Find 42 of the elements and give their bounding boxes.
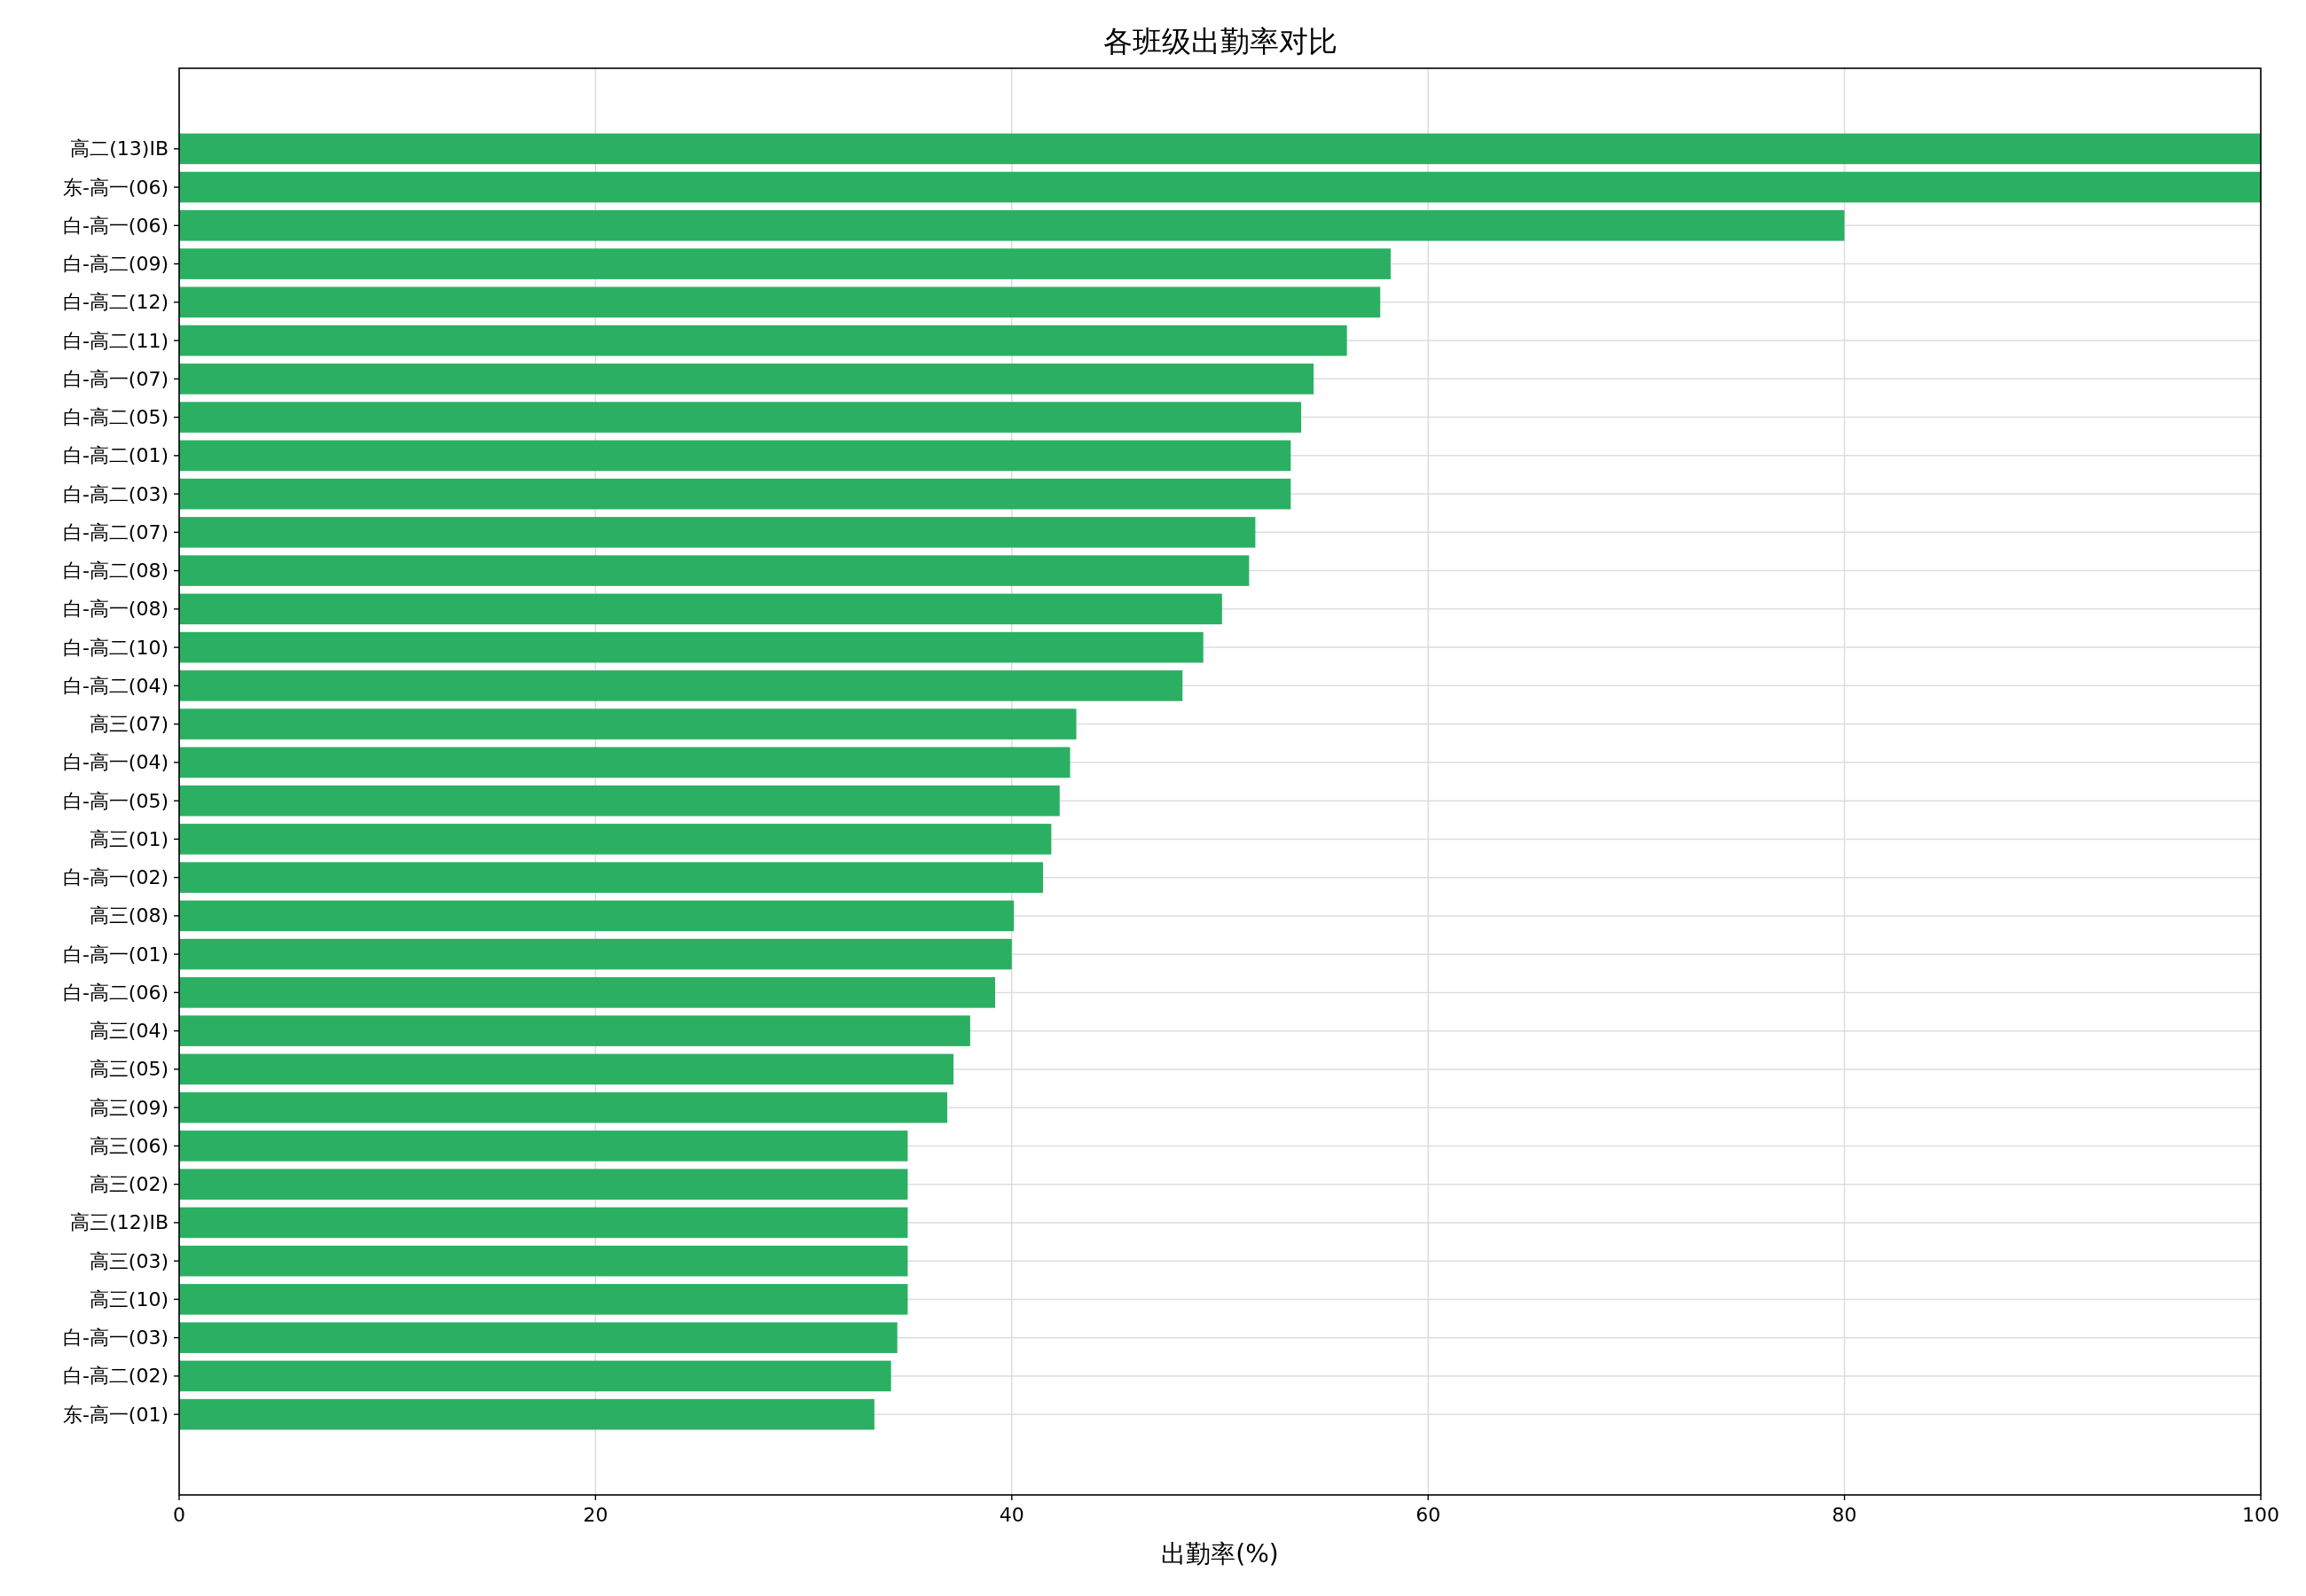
y-tick-label: 白-高二(07) <box>62 520 169 544</box>
y-tick-label: 白-高一(08) <box>62 598 169 621</box>
y-tick-label: 高三(05) <box>89 1058 169 1081</box>
x-tick-label: 60 <box>1416 1504 1441 1526</box>
y-tick-label: 白-高二(06) <box>62 981 169 1004</box>
y-tick-label: 高三(03) <box>89 1249 169 1272</box>
y-tick-label: 白-高二(02) <box>62 1365 169 1388</box>
y-tick-label: 高三(01) <box>89 827 169 850</box>
y-tick-label: 白-高二(04) <box>62 674 169 697</box>
y-tick-label: 高二(13)IB <box>70 137 169 160</box>
x-tick-label: 80 <box>1831 1504 1857 1526</box>
chart-title: 各班级出勤率对比 <box>1102 24 1337 59</box>
y-tick-label: 东-高一(06) <box>62 176 169 199</box>
x-axis-title: 出勤率(%) <box>1161 1539 1279 1569</box>
y-tick-label: 白-高二(11) <box>62 329 169 352</box>
x-tick-label: 100 <box>2242 1504 2279 1526</box>
y-tick-label: 白-高二(05) <box>62 406 169 429</box>
x-tick-label: 40 <box>999 1504 1024 1526</box>
y-tick-label: 白-高二(03) <box>62 482 169 505</box>
y-tick-label: 白-高一(03) <box>62 1326 169 1350</box>
y-tick-label: 高三(09) <box>89 1096 169 1119</box>
y-tick-label: 高三(04) <box>89 1020 169 1043</box>
y-tick-label: 高三(02) <box>89 1173 169 1196</box>
y-tick-label: 高三(06) <box>89 1134 169 1157</box>
y-tick-label: 高三(07) <box>89 713 169 736</box>
y-tick-label: 白-高二(09) <box>62 253 169 276</box>
y-tick-label: 白-高一(05) <box>62 789 169 812</box>
y-tick-label: 高三(10) <box>89 1287 169 1310</box>
y-tick-label: 白-高二(12) <box>62 291 169 314</box>
y-tick-label: 高三(08) <box>89 904 169 927</box>
y-tick-label: 白-高二(01) <box>62 444 169 467</box>
y-tick-label: 白-高一(07) <box>62 367 169 390</box>
y-tick-label: 白-高一(01) <box>62 943 169 966</box>
y-tick-label: 高三(12)IB <box>70 1211 169 1234</box>
y-tick-label: 白-高二(10) <box>62 636 169 659</box>
y-tick-label: 白-高二(08) <box>62 559 169 583</box>
y-tick-label: 白-高一(04) <box>62 751 169 774</box>
x-tick-label: 0 <box>173 1504 185 1526</box>
y-tick-label: 白-高一(02) <box>62 866 169 889</box>
y-tick-label: 白-高一(06) <box>62 214 169 237</box>
x-tick-label: 20 <box>583 1504 608 1526</box>
y-tick-label: 东-高一(01) <box>62 1403 169 1426</box>
